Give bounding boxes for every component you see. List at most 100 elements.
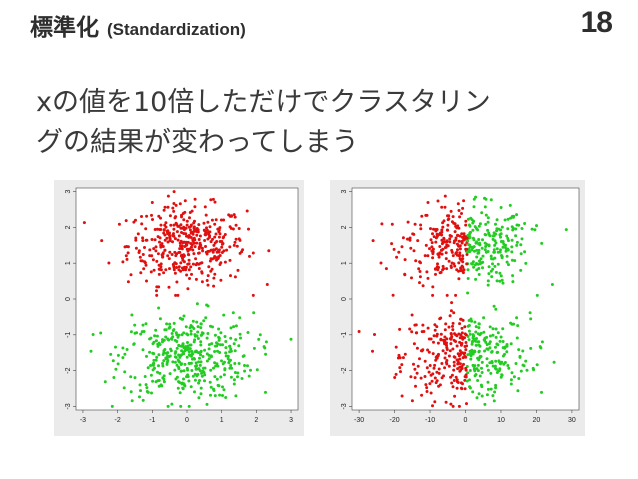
red-point	[451, 215, 455, 219]
red-point	[443, 328, 447, 332]
green-point	[498, 271, 502, 275]
red-point	[456, 367, 460, 371]
green-point	[252, 346, 256, 350]
red-point	[150, 254, 154, 258]
red-point	[434, 358, 438, 362]
red-point	[429, 391, 433, 395]
red-point	[394, 372, 398, 376]
red-point	[442, 374, 445, 378]
green-point	[222, 313, 226, 317]
red-point	[453, 264, 457, 268]
green-point	[187, 404, 191, 408]
green-point	[515, 213, 519, 217]
green-point	[233, 349, 237, 353]
red-point	[423, 375, 427, 378]
green-point	[173, 351, 177, 355]
green-point	[511, 215, 515, 219]
red-point	[464, 223, 468, 227]
green-point	[478, 262, 482, 266]
green-point	[167, 326, 171, 330]
red-point	[413, 222, 417, 226]
green-point	[473, 225, 477, 229]
green-point	[516, 324, 520, 328]
green-point	[197, 381, 201, 385]
red-point	[212, 284, 216, 288]
green-point	[173, 360, 177, 364]
green-point	[203, 348, 207, 352]
green-point	[215, 362, 219, 366]
red-point	[434, 267, 437, 271]
red-point	[248, 254, 251, 258]
green-point	[158, 371, 162, 375]
red-point	[140, 259, 144, 263]
green-point	[149, 373, 153, 377]
red-point	[432, 366, 436, 370]
red-point	[408, 327, 412, 331]
red-point	[145, 279, 148, 283]
green-point	[157, 306, 161, 310]
red-point	[433, 363, 437, 367]
red-point	[456, 233, 459, 237]
red-point	[450, 301, 454, 305]
green-point	[200, 374, 204, 378]
green-point	[496, 262, 500, 266]
green-point	[471, 390, 475, 394]
green-point	[198, 379, 201, 382]
red-point	[448, 240, 452, 244]
red-point	[189, 265, 193, 269]
green-point	[209, 368, 213, 372]
red-point	[155, 289, 158, 293]
green-point	[206, 332, 210, 335]
red-point	[185, 234, 188, 238]
red-point	[155, 259, 159, 263]
green-point	[474, 277, 478, 281]
green-point	[243, 369, 247, 373]
red-point	[432, 340, 435, 344]
red-point	[265, 283, 269, 286]
red-point	[444, 245, 448, 249]
green-point	[154, 339, 158, 343]
red-point	[418, 281, 421, 285]
red-point	[449, 342, 453, 346]
green-point	[477, 242, 481, 246]
red-point	[213, 272, 217, 276]
red-point	[431, 285, 435, 289]
red-point	[124, 254, 128, 258]
green-point	[212, 389, 216, 392]
y-tick-label: 0	[341, 297, 348, 301]
green-point	[506, 247, 510, 251]
red-point	[164, 268, 168, 272]
green-point	[263, 346, 267, 350]
red-point	[450, 248, 454, 252]
green-point	[491, 333, 495, 337]
green-point	[495, 371, 499, 374]
green-point	[202, 366, 205, 370]
green-point	[165, 322, 169, 326]
green-point	[477, 349, 481, 353]
green-point	[467, 338, 471, 342]
red-point	[460, 264, 464, 268]
green-point	[151, 368, 155, 372]
green-point	[489, 371, 493, 375]
red-point	[460, 367, 464, 370]
green-point	[184, 345, 188, 349]
green-point	[182, 377, 185, 381]
red-point	[419, 223, 423, 227]
page-number: 18	[580, 6, 613, 39]
red-point	[460, 342, 463, 346]
red-point	[417, 267, 421, 271]
red-point	[443, 335, 447, 339]
red-point	[459, 269, 462, 273]
red-point	[159, 268, 163, 272]
green-point	[494, 327, 498, 331]
green-point	[498, 233, 502, 237]
green-point	[540, 340, 544, 344]
green-point	[493, 239, 497, 243]
red-point	[178, 202, 182, 206]
green-point	[199, 353, 202, 357]
red-point	[438, 245, 442, 248]
red-point	[463, 332, 467, 336]
red-point	[380, 222, 384, 226]
red-point	[458, 322, 462, 326]
red-point	[462, 234, 466, 238]
